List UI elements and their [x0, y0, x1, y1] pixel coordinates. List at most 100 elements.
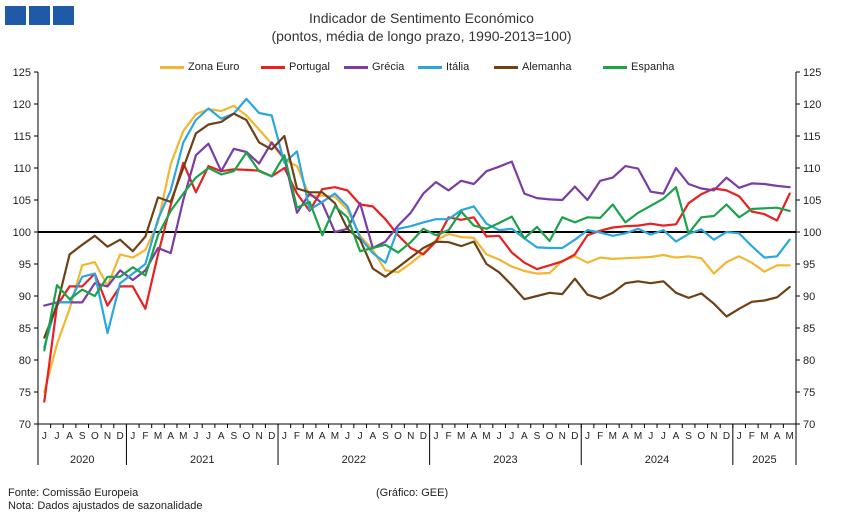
legend-item: Zona Euro [160, 61, 239, 73]
y-tick-label-left: 75 [19, 387, 31, 399]
legend-item: Espanha [603, 61, 674, 73]
x-month-label: A [319, 431, 326, 442]
x-month-label: S [534, 431, 541, 442]
x-month-label: A [218, 431, 225, 442]
legend-label: Espanha [631, 61, 675, 73]
legend-item: Grécia [344, 61, 404, 73]
x-month-label: D [723, 431, 730, 442]
y-tick-label-left: 80 [19, 355, 31, 367]
series-line-portugal [43, 161, 791, 403]
x-month-label: D [116, 431, 123, 442]
y-tick-label-left: 95 [19, 259, 31, 271]
legend-item: Itália [418, 61, 469, 73]
x-month-label: J [193, 431, 198, 442]
legend-swatch [603, 65, 627, 69]
x-month-label: O [91, 431, 99, 442]
x-month-label: M [609, 431, 617, 442]
x-month-label: J [648, 431, 653, 442]
legend-label: Zona Euro [188, 61, 240, 73]
x-month-label: M [786, 431, 794, 442]
x-year-label: 2021 [190, 454, 214, 466]
gee-logo-icon [5, 6, 74, 25]
series-line-espanha [43, 151, 791, 352]
x-year-label: 2024 [645, 454, 669, 466]
y-tick-label-right: 100 [803, 227, 821, 239]
x-month-label: F [294, 431, 300, 442]
x-month-label: F [597, 431, 603, 442]
x-month-label: J [358, 431, 363, 442]
y-tick-label-right: 110 [803, 163, 821, 175]
x-month-label: F [446, 431, 452, 442]
y-tick-label-right: 85 [803, 323, 815, 335]
y-tick-label-left: 90 [19, 291, 31, 303]
x-month-label: O [243, 431, 251, 442]
y-tick-label-right: 75 [803, 387, 815, 399]
x-month-label: M [457, 431, 465, 442]
logo-square-1 [5, 6, 26, 25]
chart-title: Indicador de Sentimento Económico [309, 10, 534, 26]
x-month-label: N [407, 431, 414, 442]
y-tick-label-right: 115 [803, 131, 821, 143]
x-month-label: A [369, 431, 376, 442]
chart-subtitle: (pontos, média de longo prazo, 1990-2013… [271, 28, 572, 44]
x-month-label: J [54, 431, 59, 442]
x-month-label: S [685, 431, 692, 442]
logo-square-3 [53, 6, 74, 25]
series-line-gr-cia [43, 141, 791, 307]
x-month-label: J [206, 431, 211, 442]
x-year-label: 2023 [493, 454, 517, 466]
x-month-label: M [305, 431, 313, 442]
x-month-label: A [471, 431, 478, 442]
legend-swatch [261, 65, 285, 69]
logo-square-2 [29, 6, 50, 25]
x-month-label: A [167, 431, 174, 442]
legend-swatch [494, 65, 518, 69]
x-month-label: M [331, 431, 339, 442]
x-month-label: A [66, 431, 73, 442]
x-month-label: J [737, 431, 742, 442]
x-month-label: D [268, 431, 275, 442]
x-month-label: M [482, 431, 490, 442]
x-year-label: 2022 [342, 454, 366, 466]
x-month-label: J [345, 431, 350, 442]
x-month-label: M [179, 431, 187, 442]
y-tick-label-right: 70 [803, 419, 815, 431]
legend-swatch [160, 65, 184, 69]
y-tick-label-right: 105 [803, 195, 821, 207]
y-tick-label-right: 90 [803, 291, 815, 303]
x-month-label: J [42, 431, 47, 442]
x-month-label: J [282, 431, 287, 442]
x-month-label: J [433, 431, 438, 442]
x-month-label: M [634, 431, 642, 442]
x-month-label: N [104, 431, 111, 442]
x-month-label: N [710, 431, 717, 442]
legend-item: Alemanha [494, 61, 572, 73]
legend-swatch [418, 65, 442, 69]
y-tick-label-left: 105 [13, 195, 31, 207]
x-month-label: J [661, 431, 666, 442]
x-year-label: 2025 [752, 454, 776, 466]
x-month-label: N [255, 431, 262, 442]
chart-credit: (Gráfico: GEE) [376, 487, 449, 499]
y-tick-label-right: 125 [803, 67, 821, 79]
x-month-label: O [546, 431, 554, 442]
legend-swatch [344, 65, 368, 69]
x-month-label: F [142, 431, 148, 442]
x-month-label: F [749, 431, 755, 442]
x-month-label: A [774, 431, 781, 442]
x-month-label: S [382, 431, 389, 442]
x-month-label: J [130, 431, 135, 442]
y-tick-label-left: 85 [19, 323, 31, 335]
x-month-label: J [497, 431, 502, 442]
x-month-label: O [697, 431, 705, 442]
y-tick-label-left: 120 [13, 99, 31, 111]
series-line-zona-euro [43, 104, 791, 394]
x-year-label: 2020 [70, 454, 94, 466]
legend-label: Itália [446, 61, 470, 73]
x-month-label: A [622, 431, 629, 442]
y-tick-label-right: 95 [803, 259, 815, 271]
x-month-label: A [521, 431, 528, 442]
y-tick-label-right: 80 [803, 355, 815, 367]
source-note: Fonte: Comissão Europeia [8, 487, 139, 499]
x-month-label: J [585, 431, 590, 442]
